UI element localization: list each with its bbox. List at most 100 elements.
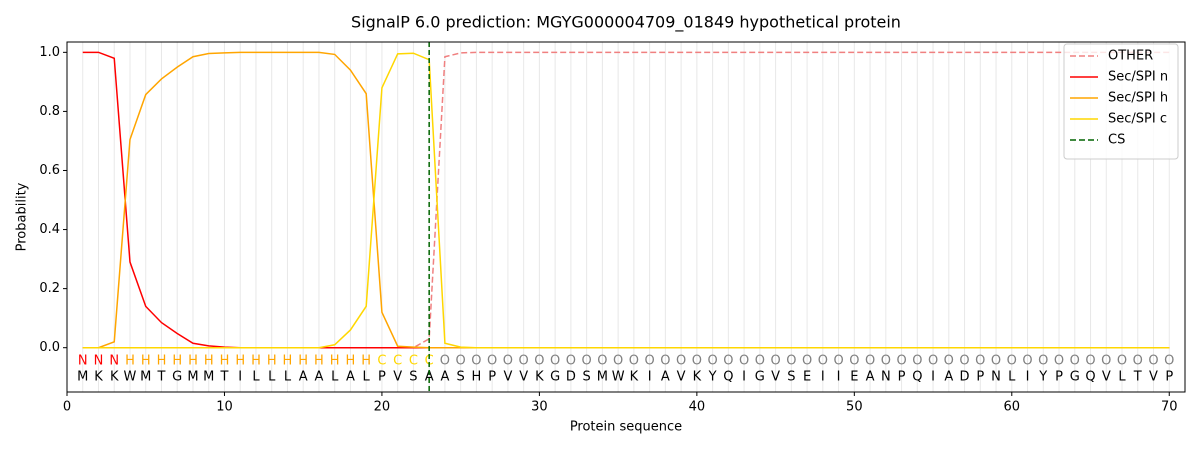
x-tick-label: 30 xyxy=(531,400,548,415)
region-label: H xyxy=(188,354,198,369)
residue-label: P xyxy=(378,370,386,385)
region-label: H xyxy=(330,354,340,369)
residue-label: V xyxy=(1149,370,1158,385)
residue-label: H xyxy=(472,370,482,385)
residue-label: G xyxy=(172,370,182,385)
region-label: H xyxy=(220,354,230,369)
residue-label: V xyxy=(503,370,512,385)
region-label: O xyxy=(928,354,938,369)
region-label: N xyxy=(78,354,88,369)
residue-label: M xyxy=(77,370,88,385)
residue-label: A xyxy=(299,370,308,385)
residue-label: K xyxy=(94,370,103,385)
region-label: O xyxy=(786,354,796,369)
residue-label: Q xyxy=(912,370,922,385)
region-label: O xyxy=(1070,354,1080,369)
region-label: O xyxy=(613,354,623,369)
residue-label: A xyxy=(866,370,875,385)
region-label: O xyxy=(849,354,859,369)
residue-label: L xyxy=(268,370,276,385)
region-label: O xyxy=(770,354,780,369)
region-label: O xyxy=(582,354,592,369)
residue-label: L xyxy=(331,370,339,385)
legend-label: Sec/SPI n xyxy=(1108,70,1168,85)
residue-label: V xyxy=(771,370,780,385)
region-label: O xyxy=(1164,354,1174,369)
residue-label: I xyxy=(238,370,242,385)
residue-label: T xyxy=(1133,370,1142,385)
region-label: C xyxy=(425,354,434,369)
region-label: O xyxy=(1022,354,1032,369)
plot-frame xyxy=(66,41,1186,393)
region-label: O xyxy=(566,354,576,369)
residue-label: L xyxy=(363,370,371,385)
residue-label: S xyxy=(457,370,465,385)
residue-label: D xyxy=(566,370,576,385)
residue-label: K xyxy=(630,370,639,385)
region-label: C xyxy=(409,354,418,369)
region-label: O xyxy=(629,354,639,369)
x-axis-label: Protein sequence xyxy=(570,420,682,435)
residue-label: N xyxy=(991,370,1001,385)
region-label: O xyxy=(645,354,655,369)
x-tick-label: 60 xyxy=(1004,400,1021,415)
residue-label: V xyxy=(1102,370,1111,385)
x-tick-label: 70 xyxy=(1161,400,1178,415)
region-label: O xyxy=(471,354,481,369)
region-label: O xyxy=(440,354,450,369)
region-label: O xyxy=(660,354,670,369)
residue-label: K xyxy=(535,370,544,385)
series-line xyxy=(82,52,1170,349)
region-label: O xyxy=(519,354,529,369)
region-label: O xyxy=(676,354,686,369)
residue-label: A xyxy=(314,370,323,385)
x-tick-label: 50 xyxy=(846,400,863,415)
region-label: O xyxy=(503,354,513,369)
region-label: O xyxy=(991,354,1001,369)
y-tick-label: 0.0 xyxy=(39,340,60,355)
region-label: O xyxy=(739,354,749,369)
region-label: O xyxy=(723,354,733,369)
residue-label: L xyxy=(1118,370,1126,385)
residue-label: E xyxy=(803,370,811,385)
residue-label: S xyxy=(787,370,795,385)
region-label: O xyxy=(833,354,843,369)
region-label: H xyxy=(235,354,245,369)
region-label: O xyxy=(456,354,466,369)
region-label: H xyxy=(141,354,151,369)
residue-label: V xyxy=(677,370,686,385)
region-label: O xyxy=(1085,354,1095,369)
region-label: O xyxy=(487,354,497,369)
residue-label: V xyxy=(393,370,402,385)
region-label: H xyxy=(298,354,308,369)
region-label: O xyxy=(959,354,969,369)
region-label: O xyxy=(1117,354,1127,369)
region-label: O xyxy=(692,354,702,369)
region-label: O xyxy=(755,354,765,369)
y-tick-label: 0.8 xyxy=(39,104,60,119)
residue-label: I xyxy=(742,370,746,385)
region-label: O xyxy=(865,354,875,369)
region-label: H xyxy=(251,354,261,369)
region-label: O xyxy=(1038,354,1048,369)
region-label: H xyxy=(157,354,167,369)
residue-label: M xyxy=(597,370,608,385)
x-tick-label: 10 xyxy=(216,400,233,415)
region-label: C xyxy=(393,354,402,369)
residue-label: W xyxy=(124,370,137,385)
region-label: H xyxy=(125,354,135,369)
residue-label: W xyxy=(612,370,625,385)
legend-label: Sec/SPI h xyxy=(1108,91,1168,106)
region-label: O xyxy=(881,354,891,369)
residue-label: Y xyxy=(1038,370,1047,385)
residue-label: N xyxy=(881,370,891,385)
residue-label: M xyxy=(203,370,214,385)
y-tick-label: 0.6 xyxy=(39,163,60,178)
residue-label: A xyxy=(440,370,449,385)
region-label: O xyxy=(912,354,922,369)
legend-label: CS xyxy=(1108,133,1125,148)
region-label: H xyxy=(172,354,182,369)
residue-label: Y xyxy=(708,370,717,385)
